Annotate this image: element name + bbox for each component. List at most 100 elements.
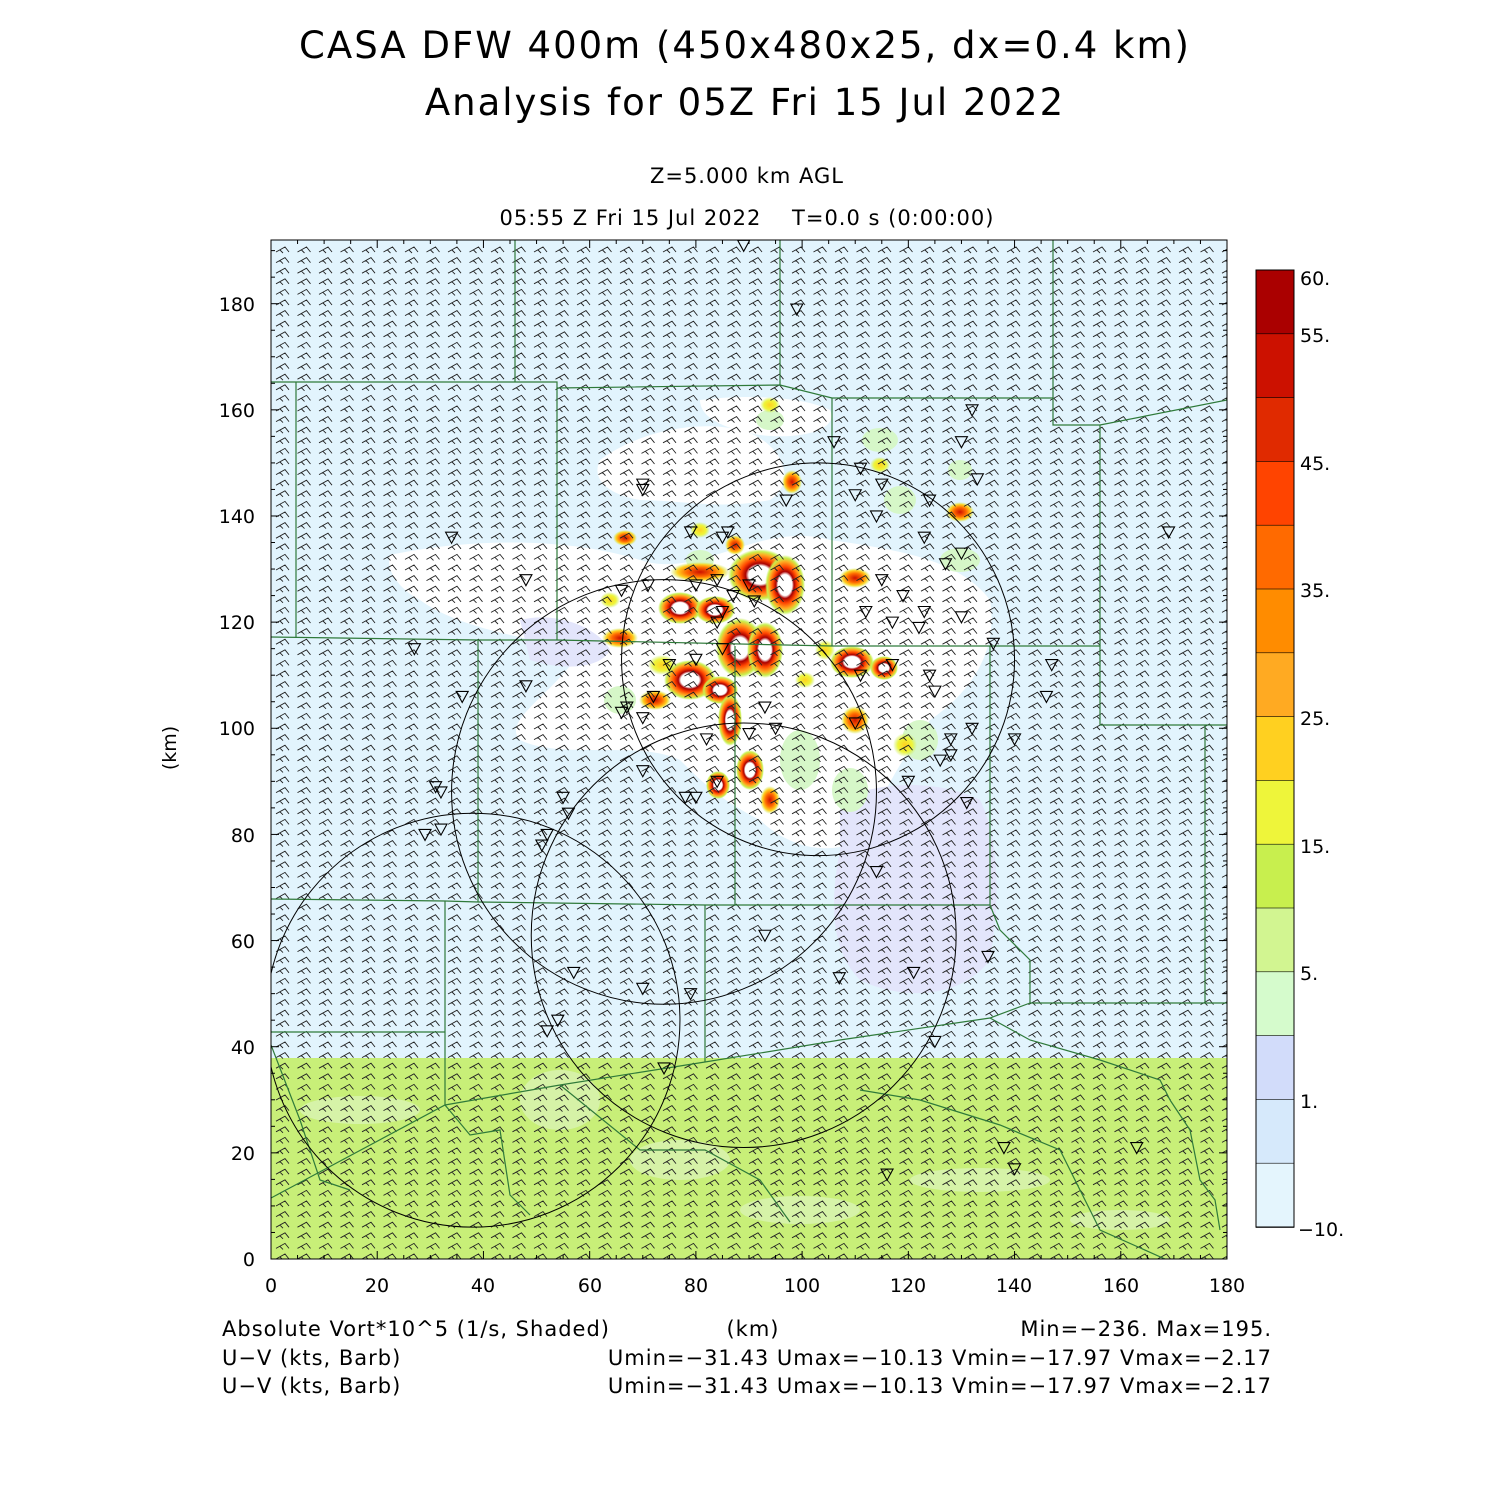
- x-tick-label: 120: [890, 1275, 926, 1297]
- colorbar-label: 15.: [1300, 836, 1330, 858]
- station-marker: [688, 579, 703, 593]
- axis-ticks: [270, 240, 1228, 1260]
- colorbar-label: 5.: [1300, 963, 1318, 985]
- station-marker: [540, 828, 555, 842]
- station-marker: [896, 590, 910, 603]
- station-marker: [710, 616, 725, 630]
- station-marker: [779, 494, 794, 508]
- station-marker: [922, 669, 937, 683]
- y-tick-label: 20: [231, 1143, 255, 1165]
- station-marker: [444, 531, 459, 545]
- colorbar-swatch: [1255, 461, 1295, 526]
- barb-stats-2: Umin=−31.43 Umax=−10.13 Vmin=−17.97 Vmax…: [608, 1374, 1272, 1398]
- station-marker: [688, 653, 703, 667]
- x-tick-label: 40: [471, 1275, 495, 1297]
- colorbar-swatch: [1255, 588, 1295, 654]
- station-marker: [827, 436, 841, 449]
- colorbar-swatch: [1255, 524, 1295, 590]
- station-marker: [662, 659, 677, 672]
- station-marker: [901, 775, 916, 789]
- station-marker: [986, 637, 1001, 651]
- station-marker: [683, 988, 698, 1001]
- station-marker: [1044, 659, 1059, 672]
- station-marker: [534, 839, 549, 853]
- x-tick-labels: 0 20 40 60 80 100 120 140 160 180: [265, 1275, 1245, 1297]
- station-marker: [614, 584, 629, 598]
- station-marker: [959, 797, 974, 810]
- station-marker: [566, 966, 581, 980]
- station-marker: [853, 462, 868, 476]
- station-marker: [455, 690, 470, 704]
- station-marker: [965, 722, 979, 736]
- colorbar: 60. 55. 45. 35. 25. 15. 5. 1. −10.: [1255, 268, 1344, 1241]
- station-marker: [848, 717, 863, 731]
- y-axis-label: (km): [159, 726, 181, 770]
- station-marker: [635, 982, 650, 996]
- station-marker: [758, 929, 772, 943]
- station-marker: [699, 733, 714, 747]
- y-tick-label: 0: [243, 1249, 255, 1271]
- station-marker: [747, 595, 762, 609]
- colorbar-swatch: [1255, 716, 1295, 782]
- station-marker: [917, 531, 932, 545]
- station-marker: [710, 574, 725, 587]
- station-marker: [874, 478, 889, 492]
- station-marker: [635, 483, 650, 497]
- colorbar-label: 25.: [1300, 708, 1330, 730]
- colorbar-swatch: [1255, 907, 1295, 973]
- station-marker: [906, 966, 921, 980]
- station-marker: [519, 680, 533, 693]
- y-tick-label: 180: [219, 294, 255, 316]
- colorbar-label: 55.: [1300, 325, 1330, 347]
- station-marker: [927, 1035, 942, 1049]
- station-marker: [832, 972, 847, 985]
- colorbar-swatch: [1255, 397, 1295, 463]
- radar-range-ring: [530, 722, 957, 1149]
- station-marker: [758, 701, 772, 715]
- colorbar-swatch: [1255, 333, 1295, 399]
- station-marker: [635, 712, 650, 725]
- radar-range-ring: [271, 812, 681, 1228]
- station-marker: [1161, 526, 1176, 540]
- wind-barb-field: [275, 246, 1227, 1259]
- y-tick-label: 140: [219, 506, 255, 528]
- time-label: 05:55 Z Fri 15 Jul 2022 T=0.0 s (0:00:00…: [500, 206, 995, 230]
- station-marker: [943, 733, 958, 747]
- plot-area: [270, 239, 1228, 1260]
- station-marker: [981, 950, 995, 964]
- title-line-2: Analysis for 05Z Fri 15 Jul 2022: [425, 81, 1065, 124]
- station-marker: [1007, 1163, 1022, 1176]
- y-tick-labels: 0 20 40 60 80 100 120 140 160 180: [219, 294, 255, 1271]
- station-marker: [885, 659, 900, 672]
- station-marker: [938, 558, 953, 571]
- station-marker: [853, 669, 868, 683]
- station-marker: [742, 579, 756, 593]
- colorbar-swatch: [1255, 652, 1295, 718]
- station-marker: [869, 510, 884, 524]
- station-marker: [434, 823, 448, 837]
- station-marker: [407, 643, 422, 656]
- station-marker: [657, 1062, 671, 1076]
- station-marker: [768, 722, 783, 736]
- station-marker: [614, 706, 629, 720]
- station-marker: [556, 791, 571, 805]
- barb-label-1: U−V (kts, Barb): [222, 1346, 401, 1370]
- colorbar-label: −10.: [1298, 1219, 1344, 1241]
- station-marker: [954, 436, 969, 449]
- barb-stats-1: Umin=−31.43 Umax=−10.13 Vmin=−17.97 Vmax…: [608, 1346, 1272, 1370]
- station-marker: [641, 579, 656, 593]
- station-marker: [869, 866, 884, 879]
- radar-range-ring: [451, 579, 877, 1005]
- station-marker: [550, 1014, 565, 1028]
- station-marker: [715, 531, 730, 545]
- station-marker: [540, 1025, 555, 1038]
- station-marker: [646, 690, 661, 704]
- station-marker: [874, 574, 889, 587]
- station-marker: [848, 489, 863, 502]
- y-tick-label: 120: [219, 612, 255, 634]
- x-axis-label: (km): [726, 1317, 779, 1341]
- x-tick-label: 160: [1103, 1275, 1139, 1297]
- wind-barbs: [275, 246, 1227, 1259]
- colorbar-swatch: [1255, 1162, 1295, 1228]
